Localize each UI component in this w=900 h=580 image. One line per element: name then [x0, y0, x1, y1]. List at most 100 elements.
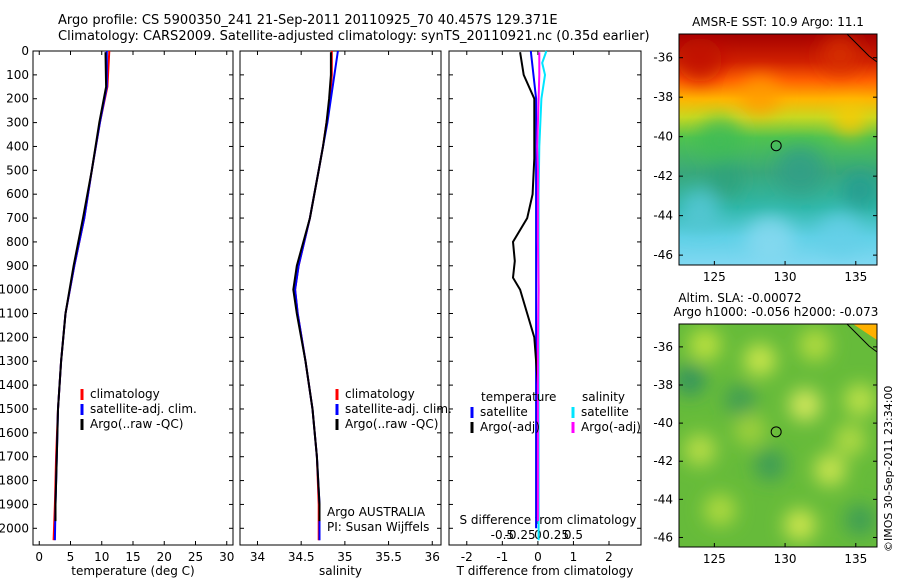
sst-map-argo-marker: [770, 140, 782, 152]
differences-xlabel: T difference from climatology: [456, 564, 634, 578]
differences-xtick-label: -2: [461, 550, 473, 564]
x2label: S difference from climatology: [460, 513, 637, 527]
sst-patch: [679, 38, 722, 82]
sst-map-xtick-label: 130: [774, 270, 797, 284]
sst-title: AMSR-E SST: 10.9 Argo: 11.1: [692, 15, 864, 29]
differences-xtick-label: 2: [605, 550, 613, 564]
salinity-xtick-label: 34: [250, 550, 265, 564]
temperature-xtick-label: 0: [35, 550, 43, 564]
temperature-xtick-label: 20: [157, 550, 172, 564]
sst-map-ytick-label: -42: [653, 169, 673, 183]
differences-xtick-label: 1: [570, 550, 578, 564]
map-sst-map: -36 -38 -40 -42 -44 -46 125 130 135 AMSR-E SST: 1…: [653, 15, 878, 284]
sst-map-coastline: [846, 34, 877, 63]
sla-map-argo-marker: [770, 426, 782, 438]
sla-patch: [724, 384, 756, 416]
sla-map-coastline: [846, 324, 877, 353]
sst-map-xtick-label: 135: [844, 270, 867, 284]
temperature-xtick-label: 30: [219, 550, 234, 564]
sla-map-field: [679, 324, 877, 547]
sst-map-ytick-label: -46: [653, 248, 673, 262]
legend-label: Argo(..raw -QC): [345, 417, 438, 431]
salinity-axes-box: [239, 50, 442, 546]
salinity-xtick-label: 35.5: [375, 550, 402, 564]
sla-subtitle: Argo h1000: -0.056 h2000: -0.073: [674, 305, 879, 319]
temperature-axes-box: [32, 50, 234, 546]
ytick-label: 600: [6, 187, 29, 201]
sst-patch: [842, 172, 877, 208]
diff-series-1: [511, 52, 539, 522]
header-line-2: Climatology: CARS2009. Satellite-adjuste…: [58, 29, 650, 44]
ytick-label: 700: [6, 211, 29, 225]
sst-map-ytick-label: -38: [653, 90, 673, 104]
salinity-series-argoraw: [292, 52, 332, 522]
sst-patch: [746, 216, 794, 264]
sla-map-xtick-label: 135: [844, 552, 867, 566]
diff-legend-label: Argo(-adj): [581, 420, 641, 434]
ytick-label: 1200: [0, 330, 29, 344]
ytick-label: 500: [6, 163, 29, 177]
sst-map-ytick-label: -44: [653, 209, 673, 223]
sst-patch: [818, 213, 862, 257]
x2tick-label: -0.5: [491, 528, 514, 542]
panel-differences: -2 -1 0 1 2T difference from climatology -0.5…: [448, 50, 642, 578]
salinity-xlabel: salinity: [319, 564, 362, 578]
differences-axes-box: [448, 50, 642, 546]
sst-map-xtick-label: 125: [703, 270, 726, 284]
temperature-xtick-label: 5: [67, 550, 75, 564]
sst-map-field: [679, 34, 877, 265]
credit-text: ©IMOS 30-Sep-2011 23:34:00: [882, 386, 895, 552]
panel-temperature: 0100200300400500600700800900100011001200…: [0, 44, 234, 578]
diff-series-0: [529, 50, 538, 529]
ytick-label: 0: [21, 44, 29, 58]
sst-patch: [707, 162, 743, 198]
differences-xtick-label: -1: [496, 550, 508, 564]
sst-patch: [834, 104, 866, 136]
diff-legend-title: temperature: [481, 390, 556, 404]
sst-map-frame: [678, 33, 878, 266]
sla-patch: [814, 454, 846, 486]
diff-series-3: [536, 52, 541, 522]
x2tick-label: 0.25: [542, 528, 569, 542]
diff-legend-title: salinity: [582, 390, 625, 404]
temperature-series-climatology: [52, 50, 111, 541]
x2tick-label: 0.5: [564, 528, 583, 542]
sla-patch: [834, 424, 866, 456]
sla-map-frame: [678, 323, 878, 548]
sst-patch: [698, 118, 742, 162]
sst-texture: [679, 35, 877, 264]
sla-patch: [784, 509, 816, 541]
ytick-label: 400: [6, 139, 29, 153]
sst-patch: [776, 146, 824, 194]
legend-label: satellite-adj. clim.: [90, 402, 197, 416]
ytick-label: 800: [6, 235, 29, 249]
sla-patch: [754, 449, 786, 481]
sla-patch: [704, 494, 736, 526]
sst-patch: [680, 190, 720, 230]
sla-map-ytick-label: -36: [653, 340, 673, 354]
sla-map-ytick-label: -42: [653, 454, 673, 468]
ytick-label: 1600: [0, 426, 29, 440]
sla-map-ytick-label: -44: [653, 492, 673, 506]
sla-patch: [789, 389, 821, 421]
legend-label: climatology: [90, 387, 160, 401]
sla-patch: [799, 329, 831, 361]
sla-patch: [684, 434, 716, 466]
ytick-label: 1100: [0, 307, 29, 321]
sla-patch: [734, 414, 766, 446]
temperature-xtick-label: 10: [94, 550, 109, 564]
sla-map-ytick-label: -46: [653, 530, 673, 544]
temperature-series-argoraw: [54, 52, 108, 522]
differences-xtick-label: 0: [534, 550, 542, 564]
ytick-label: 1000: [0, 283, 29, 297]
sla-texture: [679, 329, 876, 541]
annotation-line: PI: Susan Wijffels: [327, 520, 429, 534]
ytick-label: 1400: [0, 378, 29, 392]
ytick-label: 1900: [0, 497, 29, 511]
sst-patch: [820, 35, 860, 75]
sst-map-ytick-label: -40: [653, 130, 673, 144]
salinity-xtick-label: 36: [425, 550, 440, 564]
ytick-label: 1300: [0, 354, 29, 368]
temperature-xtick-label: 25: [188, 550, 203, 564]
